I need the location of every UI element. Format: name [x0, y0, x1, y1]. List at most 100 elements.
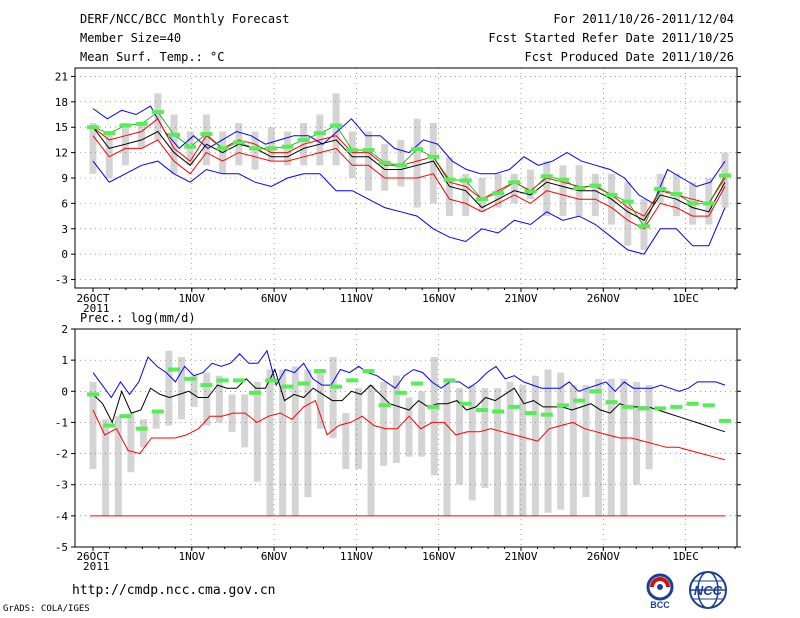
median-marker: [103, 423, 116, 428]
ensemble-box: [456, 388, 464, 485]
median-marker: [686, 201, 699, 206]
ensemble-box: [721, 152, 729, 208]
ensemble-box: [380, 381, 388, 467]
x-tick-label: 26OCT: [76, 550, 109, 563]
x-tick-label: 6NOV: [261, 550, 288, 563]
ensemble-box: [329, 357, 337, 438]
ensemble-box: [332, 93, 340, 166]
median-marker: [508, 404, 521, 409]
ensemble-box: [633, 381, 641, 485]
median-marker: [411, 381, 424, 386]
median-marker: [232, 378, 245, 383]
ensemble-box: [429, 123, 437, 204]
median-marker: [346, 378, 359, 383]
ensemble-box: [468, 385, 476, 501]
median-marker: [119, 123, 132, 128]
x-tick-label: 16NOV: [422, 292, 455, 305]
median-marker: [670, 192, 683, 197]
y-tick-label: -2: [55, 448, 68, 461]
source-url[interactable]: http://cmdp.ncc.cma.gov.cn: [72, 583, 276, 598]
x-tick-label: 16NOV: [422, 550, 455, 563]
max-series-line: [92, 349, 726, 399]
ensemble-box: [481, 388, 489, 488]
median-marker: [168, 132, 181, 137]
median-marker: [265, 378, 278, 383]
ensemble-box: [105, 131, 113, 178]
ensemble-box: [519, 385, 527, 516]
ensemble-box: [645, 385, 653, 470]
y-tick-label: 1: [61, 354, 68, 367]
median-marker: [443, 177, 456, 182]
y-tick-label: 18: [55, 96, 68, 109]
median-marker: [168, 367, 181, 372]
median-marker: [719, 173, 731, 178]
median-marker: [184, 376, 197, 381]
ensemble-box: [154, 93, 162, 140]
ensemble-box: [291, 366, 299, 516]
x-tick-label: 6NOV: [261, 292, 288, 305]
ensemble-box: [102, 419, 110, 516]
ensemble-box: [559, 165, 567, 217]
x-tick-label: 26NOV: [587, 550, 620, 563]
ensemble-box: [304, 369, 312, 498]
median-marker: [719, 418, 731, 423]
ensemble-box: [397, 139, 405, 187]
median-marker: [297, 137, 310, 142]
member-size: Member Size=40: [80, 31, 182, 45]
median-marker: [281, 144, 294, 149]
y-tick-label: -5: [55, 541, 68, 554]
median-marker: [589, 183, 602, 188]
median-trend-line: [92, 111, 726, 228]
ensemble-box: [317, 372, 325, 429]
ensemble-box: [89, 123, 97, 174]
ensemble-box: [595, 378, 603, 516]
ensemble-box: [591, 173, 599, 217]
x-tick-label: 26OCT: [76, 292, 109, 305]
ensemble-box: [177, 357, 185, 420]
median-marker: [670, 404, 683, 409]
median-marker: [265, 146, 278, 151]
ensemble-box: [462, 173, 470, 217]
median-marker: [427, 404, 440, 409]
ensemble-box: [127, 413, 135, 473]
panel-precipitation: -5 -4 -3 -2 -1 0 1 2 26OCT 1NOV 6NOV 11NOV 16NOV 21NO…: [55, 323, 741, 573]
median-marker: [119, 414, 132, 419]
chart-title: DERF/NCC/BCC Monthly Forecast: [80, 12, 290, 26]
ensemble-box: [215, 375, 223, 423]
ensemble-box: [140, 419, 148, 448]
median-marker: [475, 407, 488, 412]
ensemble-box: [493, 388, 501, 516]
x-tick-label: 11NOV: [340, 550, 373, 563]
lower-mean-line: [92, 135, 726, 230]
ensemble-box: [203, 372, 211, 426]
ensemble-box: [557, 372, 565, 510]
ensemble-box: [418, 391, 426, 457]
ensemble-box: [506, 381, 514, 516]
median-marker: [524, 189, 537, 194]
mean-series-line: [92, 368, 726, 433]
median-marker: [200, 132, 213, 136]
median-marker: [103, 131, 116, 136]
ensemble-box: [267, 127, 275, 162]
median-marker: [492, 191, 505, 196]
ensemble-box: [190, 375, 198, 407]
median-marker: [411, 147, 424, 152]
y-tick-label: 21: [55, 70, 68, 83]
ensemble-box: [413, 118, 421, 208]
ensemble-box: [348, 131, 356, 178]
mean-series-line: [92, 126, 726, 221]
median-marker: [573, 398, 586, 403]
median-marker: [362, 369, 375, 374]
median-marker: [87, 125, 99, 130]
y-tick-label: -3: [55, 479, 68, 492]
median-marker: [216, 378, 229, 383]
x-tick-label: 1DEC: [672, 292, 699, 305]
median-marker: [151, 409, 164, 414]
year-label: 2011: [83, 560, 110, 573]
median-marker: [378, 403, 391, 408]
ensemble-box: [89, 381, 97, 470]
bcc-logo-text: BCC: [650, 600, 670, 610]
y-tick-label: 12: [55, 147, 68, 160]
median-marker: [573, 186, 586, 191]
